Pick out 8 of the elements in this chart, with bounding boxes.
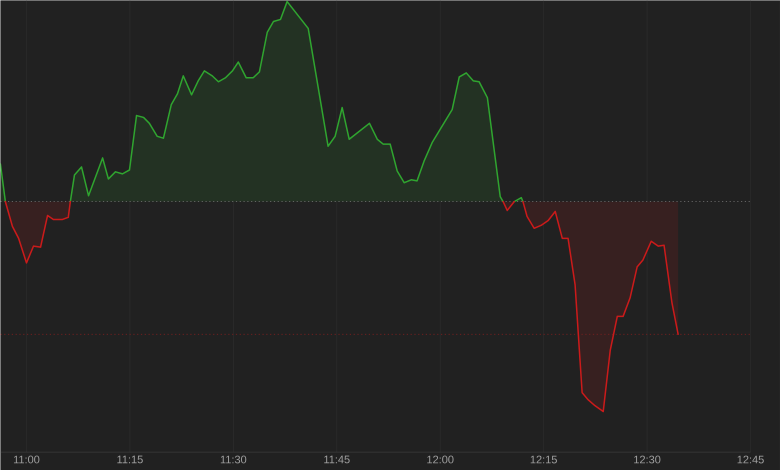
- x-tick-label: 12:45: [738, 456, 764, 464]
- x-tick-label: 11:15: [117, 456, 143, 464]
- x-tick-label: 11:45: [324, 456, 350, 464]
- x-tick-label: 11:30: [220, 456, 246, 464]
- x-tick-label: 12:15: [530, 456, 557, 464]
- x-tick-label: 12:30: [634, 456, 660, 464]
- x-tick-label: 12:00: [427, 456, 454, 464]
- x-tick-label: 11:00: [14, 456, 40, 464]
